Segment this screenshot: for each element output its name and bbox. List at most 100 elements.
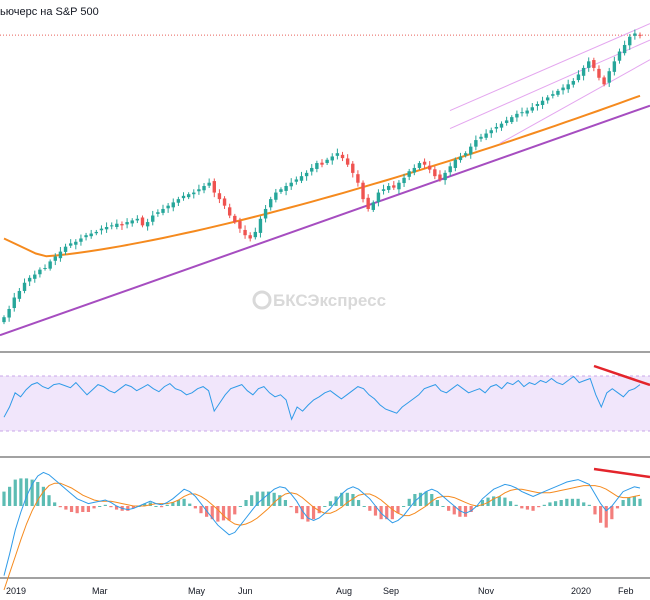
- candle: [402, 177, 406, 184]
- macd-histogram-bar: [171, 502, 175, 506]
- macd-histogram-bar: [570, 498, 575, 506]
- macd-histogram-bar: [81, 506, 85, 512]
- candle: [68, 243, 73, 246]
- macd-histogram-bar: [188, 503, 192, 506]
- macd-histogram-bar: [143, 503, 147, 506]
- candle: [320, 162, 324, 165]
- x-tick-label: Feb: [618, 586, 634, 596]
- candle: [17, 290, 22, 299]
- macd-histogram-bar: [69, 506, 74, 512]
- candle: [130, 220, 134, 224]
- candle: [304, 172, 309, 177]
- watermark-logo-icon: [252, 290, 272, 310]
- candle: [43, 268, 47, 269]
- macd-histogram-bar: [182, 498, 186, 506]
- candle: [448, 166, 452, 173]
- candle: [622, 44, 627, 54]
- x-tick-label: Aug: [336, 586, 352, 596]
- candle: [84, 235, 88, 238]
- candle: [386, 186, 391, 190]
- candle: [115, 223, 119, 227]
- candle: [7, 309, 11, 318]
- candle: [315, 163, 319, 169]
- macd-histogram-bar: [463, 506, 468, 517]
- candle: [458, 156, 463, 161]
- macd-histogram-bar: [362, 506, 366, 507]
- candle: [340, 154, 345, 159]
- candle: [269, 199, 273, 208]
- candle: [89, 233, 93, 237]
- candle: [351, 163, 355, 173]
- candle: [125, 222, 129, 225]
- macd-histogram-bar: [328, 501, 333, 506]
- macd-divergence-line: [593, 467, 650, 479]
- macd-histogram-bar: [238, 506, 242, 507]
- candle: [602, 77, 606, 85]
- macd-histogram-bar: [36, 482, 40, 506]
- macd-histogram-bar: [559, 500, 563, 506]
- candle: [361, 182, 365, 200]
- macd-histogram-bar: [323, 506, 327, 507]
- macd-histogram-bar: [385, 506, 389, 520]
- macd-histogram-bar: [199, 506, 203, 514]
- macd-histogram-bar: [413, 494, 417, 506]
- macd-histogram-bar: [227, 506, 231, 521]
- candle: [161, 208, 165, 213]
- candle: [243, 229, 247, 236]
- candle: [207, 182, 211, 186]
- candle: [299, 176, 304, 181]
- candle: [289, 182, 293, 187]
- macd-histogram-bar: [244, 500, 248, 506]
- macd-histogram-bar: [424, 491, 428, 506]
- macd-histogram-bar: [627, 497, 631, 506]
- macd-histogram-bar: [283, 500, 288, 506]
- macd-histogram-bar: [492, 496, 496, 506]
- macd-histogram-bar: [103, 504, 107, 506]
- candle: [274, 192, 278, 200]
- candle: [581, 67, 586, 76]
- macd-histogram-bar: [340, 492, 344, 506]
- macd-histogram-bar: [30, 479, 34, 506]
- macd-histogram-bar: [418, 492, 423, 506]
- candle: [607, 71, 611, 83]
- macd-histogram-bar: [604, 506, 608, 528]
- macd-histogram-bar: [345, 492, 349, 506]
- candle: [525, 110, 529, 114]
- candle: [135, 218, 140, 221]
- macd-histogram-bar: [469, 506, 473, 512]
- candle: [48, 261, 52, 269]
- macd-histogram-bar: [503, 497, 507, 506]
- macd-histogram-bar: [47, 495, 51, 506]
- macd-panel: [2, 467, 650, 591]
- candle: [53, 256, 57, 261]
- macd-histogram-bar: [599, 506, 603, 523]
- candle: [140, 217, 145, 226]
- candle: [258, 218, 263, 233]
- candle: [248, 235, 252, 239]
- macd-histogram-bar: [109, 506, 113, 508]
- candle: [217, 193, 222, 200]
- macd-histogram-bar: [295, 506, 299, 514]
- macd-histogram-bar: [407, 498, 411, 506]
- macd-histogram-bar: [148, 502, 152, 506]
- candle: [325, 159, 329, 164]
- macd-histogram-bar: [176, 500, 181, 506]
- macd-histogram-bar: [58, 506, 62, 508]
- rsi-band: [0, 376, 650, 431]
- macd-histogram-bar: [525, 506, 530, 510]
- macd-histogram-bar: [480, 500, 485, 506]
- candle: [263, 208, 268, 219]
- channel-lower: [499, 59, 650, 144]
- macd-histogram-bar: [351, 494, 355, 506]
- macd-histogram-bar: [114, 506, 119, 510]
- macd-histogram-bar: [508, 501, 513, 506]
- macd-histogram-bar: [452, 506, 456, 515]
- candle: [233, 215, 237, 223]
- candle: [484, 133, 488, 138]
- macd-histogram-bar: [368, 506, 372, 511]
- candle: [330, 156, 334, 161]
- candle: [453, 159, 458, 168]
- candle: [74, 241, 78, 245]
- candle: [535, 104, 540, 106]
